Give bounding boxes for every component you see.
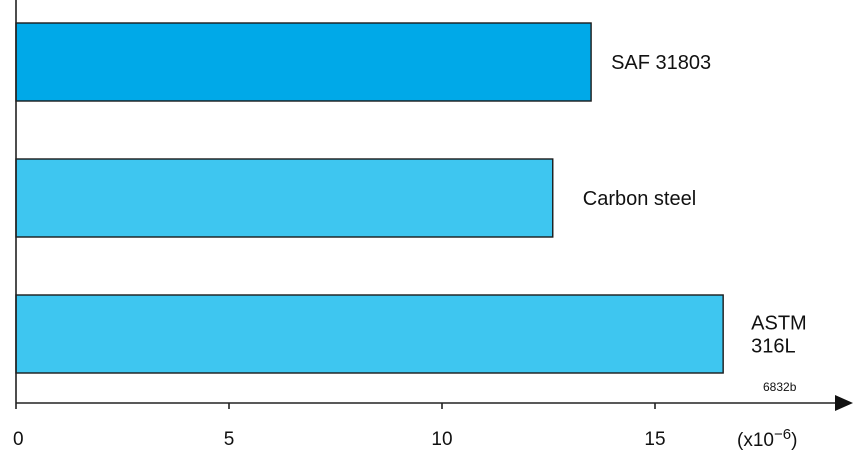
x-axis-unit-label: (x10−6): [737, 426, 797, 451]
bar-label-astm-316l: ASTM 316L: [751, 313, 807, 358]
x-ticks-group: 0 5 10 15: [13, 403, 666, 450]
x-axis-unit-exponent: −6: [774, 426, 791, 443]
bar-label-carbon-steel: Carbon steel: [583, 188, 696, 210]
bar-label-saf-31803: SAF 31803: [611, 52, 711, 74]
x-tick-label: 10: [431, 429, 452, 450]
x-tick-label: 5: [224, 429, 235, 450]
x-tick-label: 15: [644, 429, 665, 450]
bar-carbon-steel: [15, 158, 554, 238]
figure-code-annotation: 6832b: [763, 380, 797, 394]
x-tick-label: 0: [13, 429, 24, 450]
bar-astm-316l: [15, 294, 724, 374]
x-axis-arrowhead: [835, 395, 853, 411]
bars-group: [15, 22, 724, 374]
bar-labels-group: SAF 31803 Carbon steel ASTM 316L: [583, 52, 807, 358]
x-axis-unit-close: ): [791, 430, 797, 451]
bar-saf-31803: [15, 22, 592, 102]
x-axis-unit-base: (x10: [737, 430, 774, 451]
